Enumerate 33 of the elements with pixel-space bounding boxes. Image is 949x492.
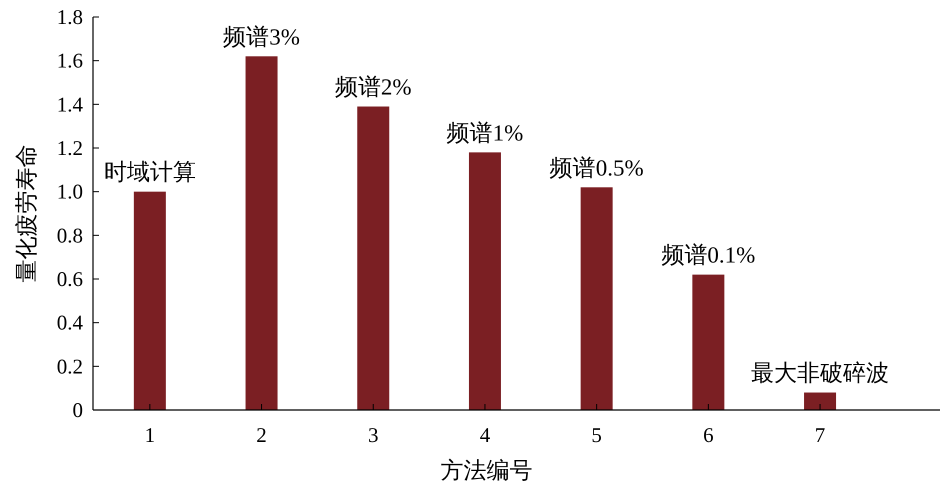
y-tick-label: 0.6 [56,267,83,291]
bar [246,56,278,410]
bar [692,274,724,410]
bar [580,187,613,410]
x-tick-label: 4 [480,423,491,447]
x-axis-title: 方法编号 [440,458,532,483]
bar [357,106,390,410]
y-tick-label: 1.4 [56,92,84,116]
y-tick-label: 0.8 [56,223,83,248]
annotation: 频谱3% [223,24,300,50]
x-tick-label: 7 [814,423,826,447]
x-tick-label: 1 [144,423,156,447]
bar [468,152,501,410]
y-tick-label: 1.2 [56,136,83,160]
x-tick-label: 6 [703,423,714,447]
y-axis-title: 量化疲劳寿命 [14,144,39,282]
annotation: 频谱0.5% [550,155,644,180]
y-tick-label: 1.0 [56,180,83,204]
x-tick-label: 3 [368,423,378,447]
annotation: 最大非破碎波 [751,360,890,386]
annotation: 时域计算 [104,160,196,185]
x-tick-label: 2 [256,423,267,447]
y-tick-label: 0 [72,398,83,422]
y-tick-label: 0.2 [56,354,83,378]
bar [804,392,836,410]
y-tick-label: 0.4 [56,310,84,335]
y-tick-label: 1.8 [56,5,83,29]
annotation: 频谱1% [446,120,524,146]
annotation: 频谱0.1% [661,242,756,268]
bar [134,192,166,410]
annotation: 频谱2% [334,74,412,100]
x-tick-label: 5 [591,423,602,447]
y-tick-label: 1.6 [56,48,83,73]
